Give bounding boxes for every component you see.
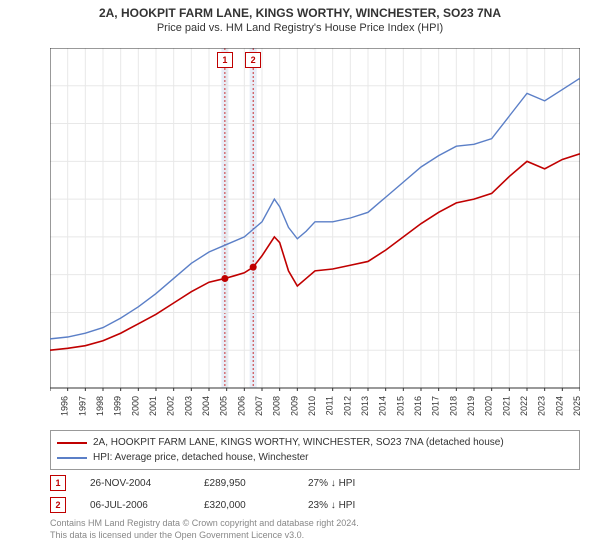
svg-text:2009: 2009 <box>289 396 299 416</box>
svg-text:2017: 2017 <box>431 396 441 416</box>
svg-text:2008: 2008 <box>272 396 282 416</box>
chart-subtitle: Price paid vs. HM Land Registry's House … <box>0 22 600 38</box>
svg-text:1998: 1998 <box>95 396 105 416</box>
svg-text:2000: 2000 <box>130 396 140 416</box>
sale-price: £320,000 <box>204 500 284 511</box>
svg-text:2019: 2019 <box>466 396 476 416</box>
sale-price: £289,950 <box>204 478 284 489</box>
chart-title: 2A, HOOKPIT FARM LANE, KINGS WORTHY, WIN… <box>0 0 600 22</box>
svg-text:1996: 1996 <box>60 396 70 416</box>
svg-text:2013: 2013 <box>360 396 370 416</box>
svg-text:2011: 2011 <box>325 396 335 415</box>
svg-text:1997: 1997 <box>77 396 87 416</box>
svg-text:2015: 2015 <box>395 396 405 416</box>
sale-badge-icon: 2 <box>245 52 261 68</box>
sale-delta: 23% ↓ HPI <box>308 500 408 511</box>
svg-text:2016: 2016 <box>413 396 423 416</box>
svg-text:2020: 2020 <box>484 396 494 416</box>
svg-text:2001: 2001 <box>148 396 158 416</box>
sale-badge-icon: 2 <box>50 497 66 513</box>
figure: 2A, HOOKPIT FARM LANE, KINGS WORTHY, WIN… <box>0 0 600 560</box>
svg-text:2003: 2003 <box>183 396 193 416</box>
sale-delta: 27% ↓ HPI <box>308 478 408 489</box>
sales-table: 1 26-NOV-2004 £289,950 27% ↓ HPI 2 06-JU… <box>50 472 580 516</box>
table-row: 2 06-JUL-2006 £320,000 23% ↓ HPI <box>50 494 580 516</box>
legend-label: HPI: Average price, detached house, Winc… <box>93 450 309 465</box>
svg-text:2006: 2006 <box>236 396 246 416</box>
svg-text:2018: 2018 <box>448 396 458 416</box>
attribution-footer: Contains HM Land Registry data © Crown c… <box>50 518 580 541</box>
svg-text:2002: 2002 <box>166 396 176 416</box>
legend-item-price-paid: 2A, HOOKPIT FARM LANE, KINGS WORTHY, WIN… <box>57 435 573 450</box>
legend-label: 2A, HOOKPIT FARM LANE, KINGS WORTHY, WIN… <box>93 435 504 450</box>
sale-date: 26-NOV-2004 <box>90 478 180 489</box>
svg-text:2010: 2010 <box>307 396 317 416</box>
svg-text:2024: 2024 <box>554 396 564 416</box>
sale-date: 06-JUL-2006 <box>90 500 180 511</box>
footer-line: Contains HM Land Registry data © Crown c… <box>50 518 580 530</box>
svg-text:2025: 2025 <box>572 396 580 416</box>
svg-text:2014: 2014 <box>378 396 388 416</box>
chart-svg: £0£100K£200K£300K£400K£500K£600K£700K£80… <box>50 48 580 428</box>
chart-plot-area: £0£100K£200K£300K£400K£500K£600K£700K£80… <box>50 48 580 388</box>
legend-item-hpi: HPI: Average price, detached house, Winc… <box>57 450 573 465</box>
svg-text:2021: 2021 <box>501 396 511 416</box>
footer-line: This data is licensed under the Open Gov… <box>50 530 580 542</box>
svg-text:2004: 2004 <box>201 396 211 416</box>
svg-text:2005: 2005 <box>219 396 229 416</box>
sale-badge-icon: 1 <box>217 52 233 68</box>
svg-text:2007: 2007 <box>254 396 264 416</box>
table-row: 1 26-NOV-2004 £289,950 27% ↓ HPI <box>50 472 580 494</box>
legend-swatch-price-paid <box>57 442 87 444</box>
svg-text:2022: 2022 <box>519 396 529 416</box>
svg-text:2012: 2012 <box>342 396 352 416</box>
svg-text:2023: 2023 <box>537 396 547 416</box>
legend: 2A, HOOKPIT FARM LANE, KINGS WORTHY, WIN… <box>50 430 580 470</box>
sale-badge-icon: 1 <box>50 475 66 491</box>
legend-swatch-hpi <box>57 457 87 459</box>
svg-text:1999: 1999 <box>113 396 123 416</box>
svg-text:1995: 1995 <box>50 396 52 416</box>
